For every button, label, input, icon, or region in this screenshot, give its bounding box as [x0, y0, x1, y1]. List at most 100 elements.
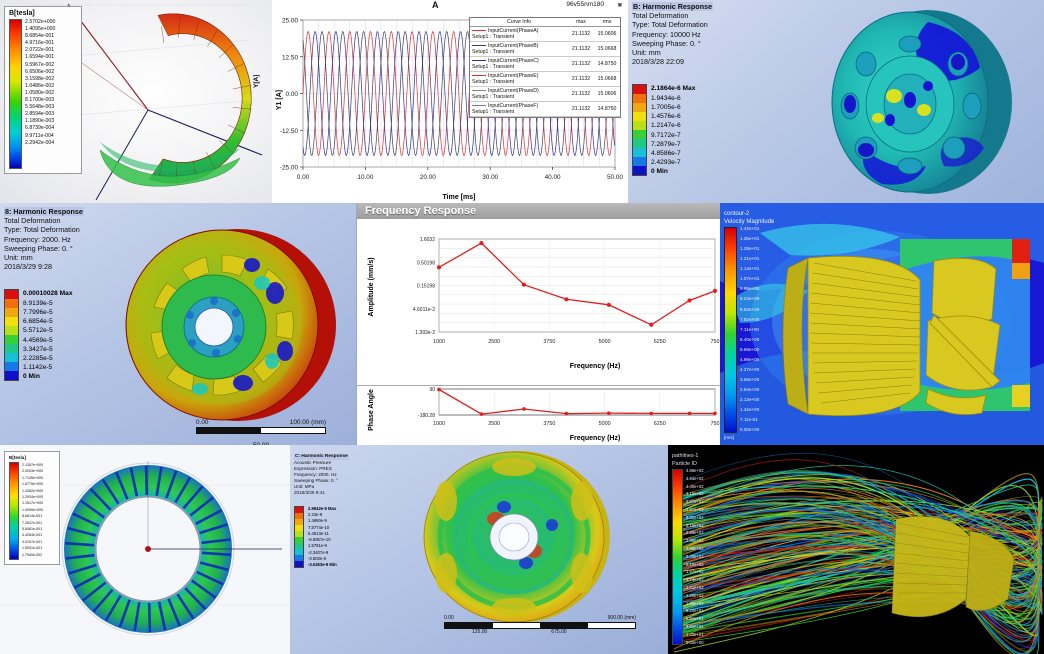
legend-value: 5.5712e-5 — [23, 326, 73, 335]
legend-value: 0.00010028 Max — [23, 289, 73, 298]
harmonic-8-line2: Type: Total Deformation — [4, 225, 84, 234]
legend-value: 2.89e+02 — [686, 539, 704, 543]
harmonic-b-colorbar — [632, 84, 647, 176]
frequency-response-titlebar[interactable]: Frequency Response — [357, 203, 720, 219]
legend-value: 1.4690e-9 — [308, 518, 337, 524]
legend-header: Curve Info — [470, 18, 568, 27]
data-point — [437, 265, 441, 269]
harmonic-c-scale: 0.00 900.00 (mm) 125.00 675.00 — [444, 615, 636, 635]
harmonic-8-title: 8: Harmonic Response — [4, 207, 84, 216]
harmonic-8-values: 0.00010028 Max 8.9139e-5 7.7996e-5 6.6854e-… — [23, 289, 73, 381]
legend-value: 4.4569e-5 — [23, 336, 73, 345]
legend-value: 0.00e+00 — [686, 641, 704, 645]
data-point — [480, 412, 484, 416]
legend-value: 1.21e+01 — [740, 257, 759, 262]
phase-chart-svg: 90-180.28 1000 2500 3750 5000 6250 750 Phase … — [357, 386, 720, 445]
legend-value: 2.19e+02 — [686, 563, 704, 567]
legend-row: InputCurrent(PhaseE) Setup1 : Transient 21… — [470, 72, 620, 87]
flux-section-legend: B[tesla] 2.1357e+000 2.0003e+000 1.7126e+0… — [4, 451, 60, 565]
legend-value: 1.35e+01 — [740, 237, 759, 242]
legend-row: InputCurrent(PhaseC) Setup1 : Transient 21… — [470, 57, 620, 72]
legend-value: 8.53e+00 — [740, 308, 759, 313]
legend-value: 1.28e+02 — [686, 594, 704, 598]
colorbar-band — [633, 130, 646, 139]
colorbar-band — [633, 148, 646, 157]
transient-corner-label: 96v55nm180 — [566, 1, 604, 8]
legend-setup-name: Setup1 : Transient — [472, 79, 514, 85]
legend-value: 1.05e+02 — [686, 602, 704, 606]
y-tick-label: 4.6011e-2 — [413, 307, 435, 313]
transient-xlabel: Time [ms] — [443, 194, 476, 201]
cfd-legend-values: 1.42e+01 1.35e+01 1.28e+01 1.21e+01 1.14e+01… — [740, 227, 759, 433]
legend-value: 5.5648e-003 — [25, 104, 55, 111]
colorbar-band — [5, 335, 18, 344]
legend-value: 4.9716e-001 — [25, 40, 55, 47]
transient-ylabel: Y1 [A] — [276, 90, 283, 110]
cfd-legend-line1: contour-2 — [724, 211, 750, 217]
legend-value: 3.97e+02 — [686, 500, 704, 504]
scalec-max: 900.00 (mm) — [608, 615, 636, 621]
harmonic-8-line5: Unit: mm — [4, 253, 84, 262]
colorbar-band — [295, 561, 303, 567]
legend-value: 7.7996e-5 — [23, 308, 73, 317]
y-tick-label: -180.28 — [418, 413, 435, 419]
scale8-max: 100.00 (mm) — [290, 419, 326, 426]
legend-value: 9.24e+00 — [740, 297, 759, 302]
y-tick-label: 90 — [429, 387, 435, 393]
pathlines-legend-line2: Particle ID — [672, 461, 697, 467]
legend-value: 7.11e-01 — [740, 418, 759, 423]
legend-value: 1.9434e-6 — [651, 94, 695, 103]
legend-value: 6.8739e-004 — [25, 125, 55, 132]
legend-value: 6.6854e-5 — [23, 317, 73, 326]
colorbar-band — [633, 94, 646, 103]
flux-legend-title: B[tesla] — [9, 10, 77, 17]
legend-value: -2.3407e-9 — [308, 550, 337, 556]
legend-value: 2.0722e-001 — [25, 47, 55, 54]
colorbar-band — [5, 317, 18, 326]
legend-row: InputCurrent(PhaseD) Setup1 : Transient 21… — [470, 87, 620, 102]
chart-menu-icon[interactable]: ■ — [618, 2, 622, 9]
legend-value: 8.9139e-5 — [23, 299, 73, 308]
colorbar-band — [633, 139, 646, 148]
legend-setup-name: Setup1 : Transient — [472, 34, 514, 40]
legend-value: 4.64e+02 — [686, 477, 704, 481]
legend-value: 1.28e+01 — [740, 247, 759, 252]
harmonic-8-line3: Frequency: 2000. Hz — [4, 235, 84, 244]
legend-value: 1.42e+00 — [740, 408, 759, 413]
colorbar-band — [5, 308, 18, 317]
legend-value: 5.69e+00 — [740, 348, 759, 353]
legend-value: 2.13e+00 — [740, 398, 759, 403]
legend-value: 1.0486e-002 — [25, 83, 55, 90]
colorbar-band — [633, 85, 646, 94]
legend-value: 4.98e+00 — [740, 358, 759, 363]
cfd-legend: 1.42e+01 1.35e+01 1.28e+01 1.21e+01 1.14e+01… — [724, 227, 759, 433]
harmonic-b-title: B: Harmonic Response — [632, 2, 713, 11]
data-point — [564, 297, 568, 301]
legend-value: 0 Min — [23, 372, 73, 381]
legend-swatch — [472, 30, 486, 31]
y-tick-label: 25.00 — [282, 18, 298, 25]
legend-value: 2.5702e+000 — [25, 19, 55, 26]
legend-rms: 15.0668 — [594, 42, 620, 57]
panel-harmonic-c: C: Harmonic Response Acoustic Pressure E… — [290, 445, 668, 654]
legend-value: 2.8594e-003 — [25, 111, 55, 118]
legend-rms: 14.8750 — [594, 57, 620, 72]
legend-value: 1.42e+01 — [740, 227, 759, 232]
colorbar-band — [633, 121, 646, 130]
colorbar-band — [633, 166, 646, 175]
legend-value: 2.66e+02 — [686, 547, 704, 551]
scalec-t2: 675.00 — [551, 629, 566, 635]
panel-harmonic-8: 8: Harmonic Response Total Deformation T… — [0, 203, 356, 445]
harmonic-c-header: C: Harmonic Response Acoustic Pressure E… — [294, 453, 349, 568]
colorbar-band — [5, 290, 18, 299]
colorbar-band — [5, 299, 18, 308]
pathlines-legend-line1: pathlines-1 — [672, 453, 698, 459]
x-tick-label: 10.00 — [357, 174, 373, 181]
x-tick-label: 40.00 — [545, 174, 561, 181]
legend-value: 3.1598e-002 — [25, 76, 55, 83]
legend-value: 7.82e+00 — [740, 318, 759, 323]
panel-cfd-contour: contour-2 Velocity Magnitude 1.42e+01 1.3… — [720, 203, 1044, 445]
x-tick-label: 750 — [711, 421, 720, 427]
legend-value: 1.6594e-001 — [25, 54, 55, 61]
colorbar-band — [5, 362, 18, 371]
